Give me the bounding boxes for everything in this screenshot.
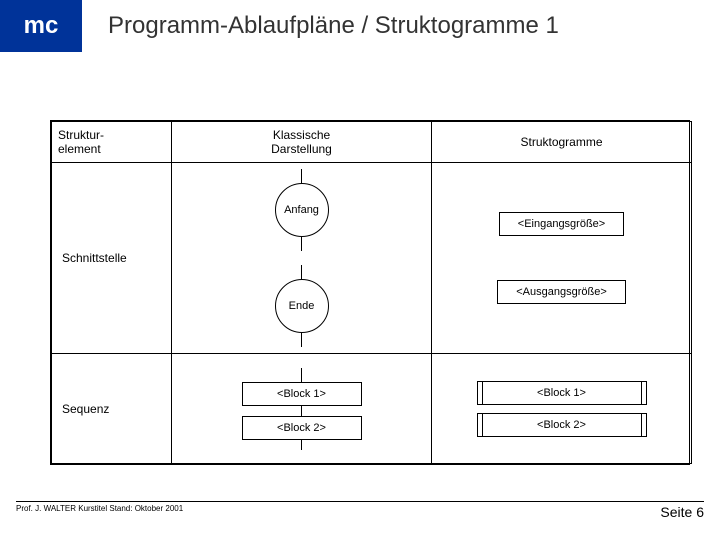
logo-box: mc (0, 0, 82, 52)
cell-schnittstelle-strukto: <Eingangsgröße> <Ausgangsgröße> (432, 163, 692, 354)
slide-title: Programm-Ablaufpläne / Struktogramme 1 (108, 12, 559, 40)
col-header-klassisch: Klassische Darstellung (172, 122, 432, 163)
row-label-schnittstelle: Schnittstelle (52, 163, 172, 354)
terminal-ende: Ende (275, 279, 329, 333)
col-header-strukto: Struktogramme (432, 122, 692, 163)
block1-strukto: <Block 1> (477, 381, 647, 405)
block2-strukto: <Block 2> (477, 413, 647, 437)
slide-header: mc Programm-Ablaufpläne / Struktogramme … (0, 0, 720, 52)
logo-text: mc (24, 12, 59, 40)
row-label-sequenz: Sequenz (52, 354, 172, 464)
strukto-ausgang: <Ausgangsgröße> (497, 280, 626, 304)
strukto-eingang: <Eingangsgröße> (499, 212, 624, 236)
cell-sequenz-klassisch: <Block 1> <Block 2> (172, 354, 432, 464)
slide-footer: Prof. J. WALTER Kurstitel Stand: Oktober… (16, 501, 704, 520)
cell-sequenz-strukto: <Block 1> <Block 2> (432, 354, 692, 464)
cell-schnittstelle-klassisch: Anfang Ende (172, 163, 432, 354)
row-schnittstelle: Schnittstelle Anfang Ende <Eingangsgröße… (52, 163, 692, 354)
col-header-struktur: Struktur- element (52, 122, 172, 163)
footer-page-number: Seite 6 (660, 504, 704, 520)
terminal-anfang: Anfang (275, 183, 329, 237)
row-sequenz: Sequenz <Block 1> <Block 2> <Block 1> <B… (52, 354, 692, 464)
block2-klassisch: <Block 2> (242, 416, 362, 440)
block1-klassisch: <Block 1> (242, 382, 362, 406)
comparison-table: Struktur- element Klassische Darstellung… (50, 120, 690, 465)
footer-left: Prof. J. WALTER Kurstitel Stand: Oktober… (16, 504, 183, 520)
table-header-row: Struktur- element Klassische Darstellung… (52, 122, 692, 163)
